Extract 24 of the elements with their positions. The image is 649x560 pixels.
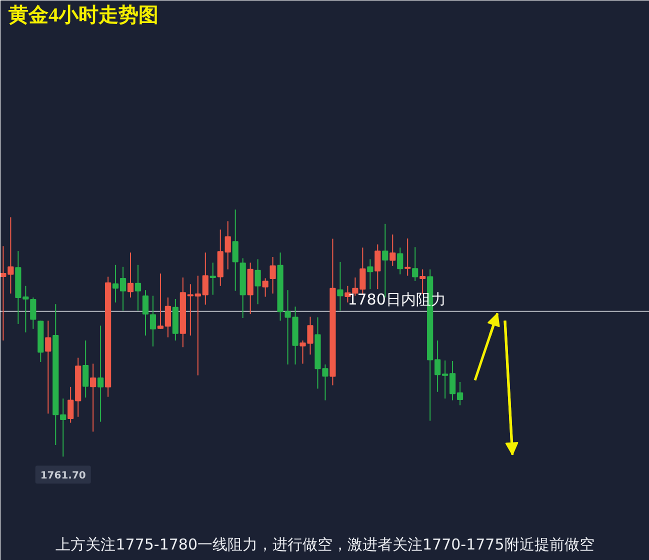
candlestick xyxy=(390,234,396,266)
annotation: 1761.70 xyxy=(40,470,86,482)
candlestick xyxy=(262,278,268,298)
candlestick xyxy=(142,290,149,336)
candlestick xyxy=(150,295,156,347)
candlestick xyxy=(374,244,381,290)
candlestick xyxy=(45,320,52,414)
candlestick xyxy=(412,246,418,282)
candlestick xyxy=(90,363,96,432)
candlestick xyxy=(270,256,276,294)
candlestick xyxy=(404,238,411,276)
candlestick xyxy=(30,297,36,330)
candlestick xyxy=(254,258,261,305)
candlestick xyxy=(127,252,134,298)
candlestick xyxy=(210,262,216,296)
text: 上方关注1775-1780一线阻力，进行做空，激进者关注1770-1775附近提前做空 xyxy=(56,536,594,554)
candlestick xyxy=(232,209,238,292)
candlestick xyxy=(397,247,404,275)
candlestick xyxy=(82,340,89,398)
candlestick xyxy=(98,325,104,422)
candlestick xyxy=(134,264,142,312)
chart-title: 黄金4小时走势图 xyxy=(8,4,158,26)
candlestick xyxy=(337,261,344,312)
candlestick xyxy=(367,258,374,290)
